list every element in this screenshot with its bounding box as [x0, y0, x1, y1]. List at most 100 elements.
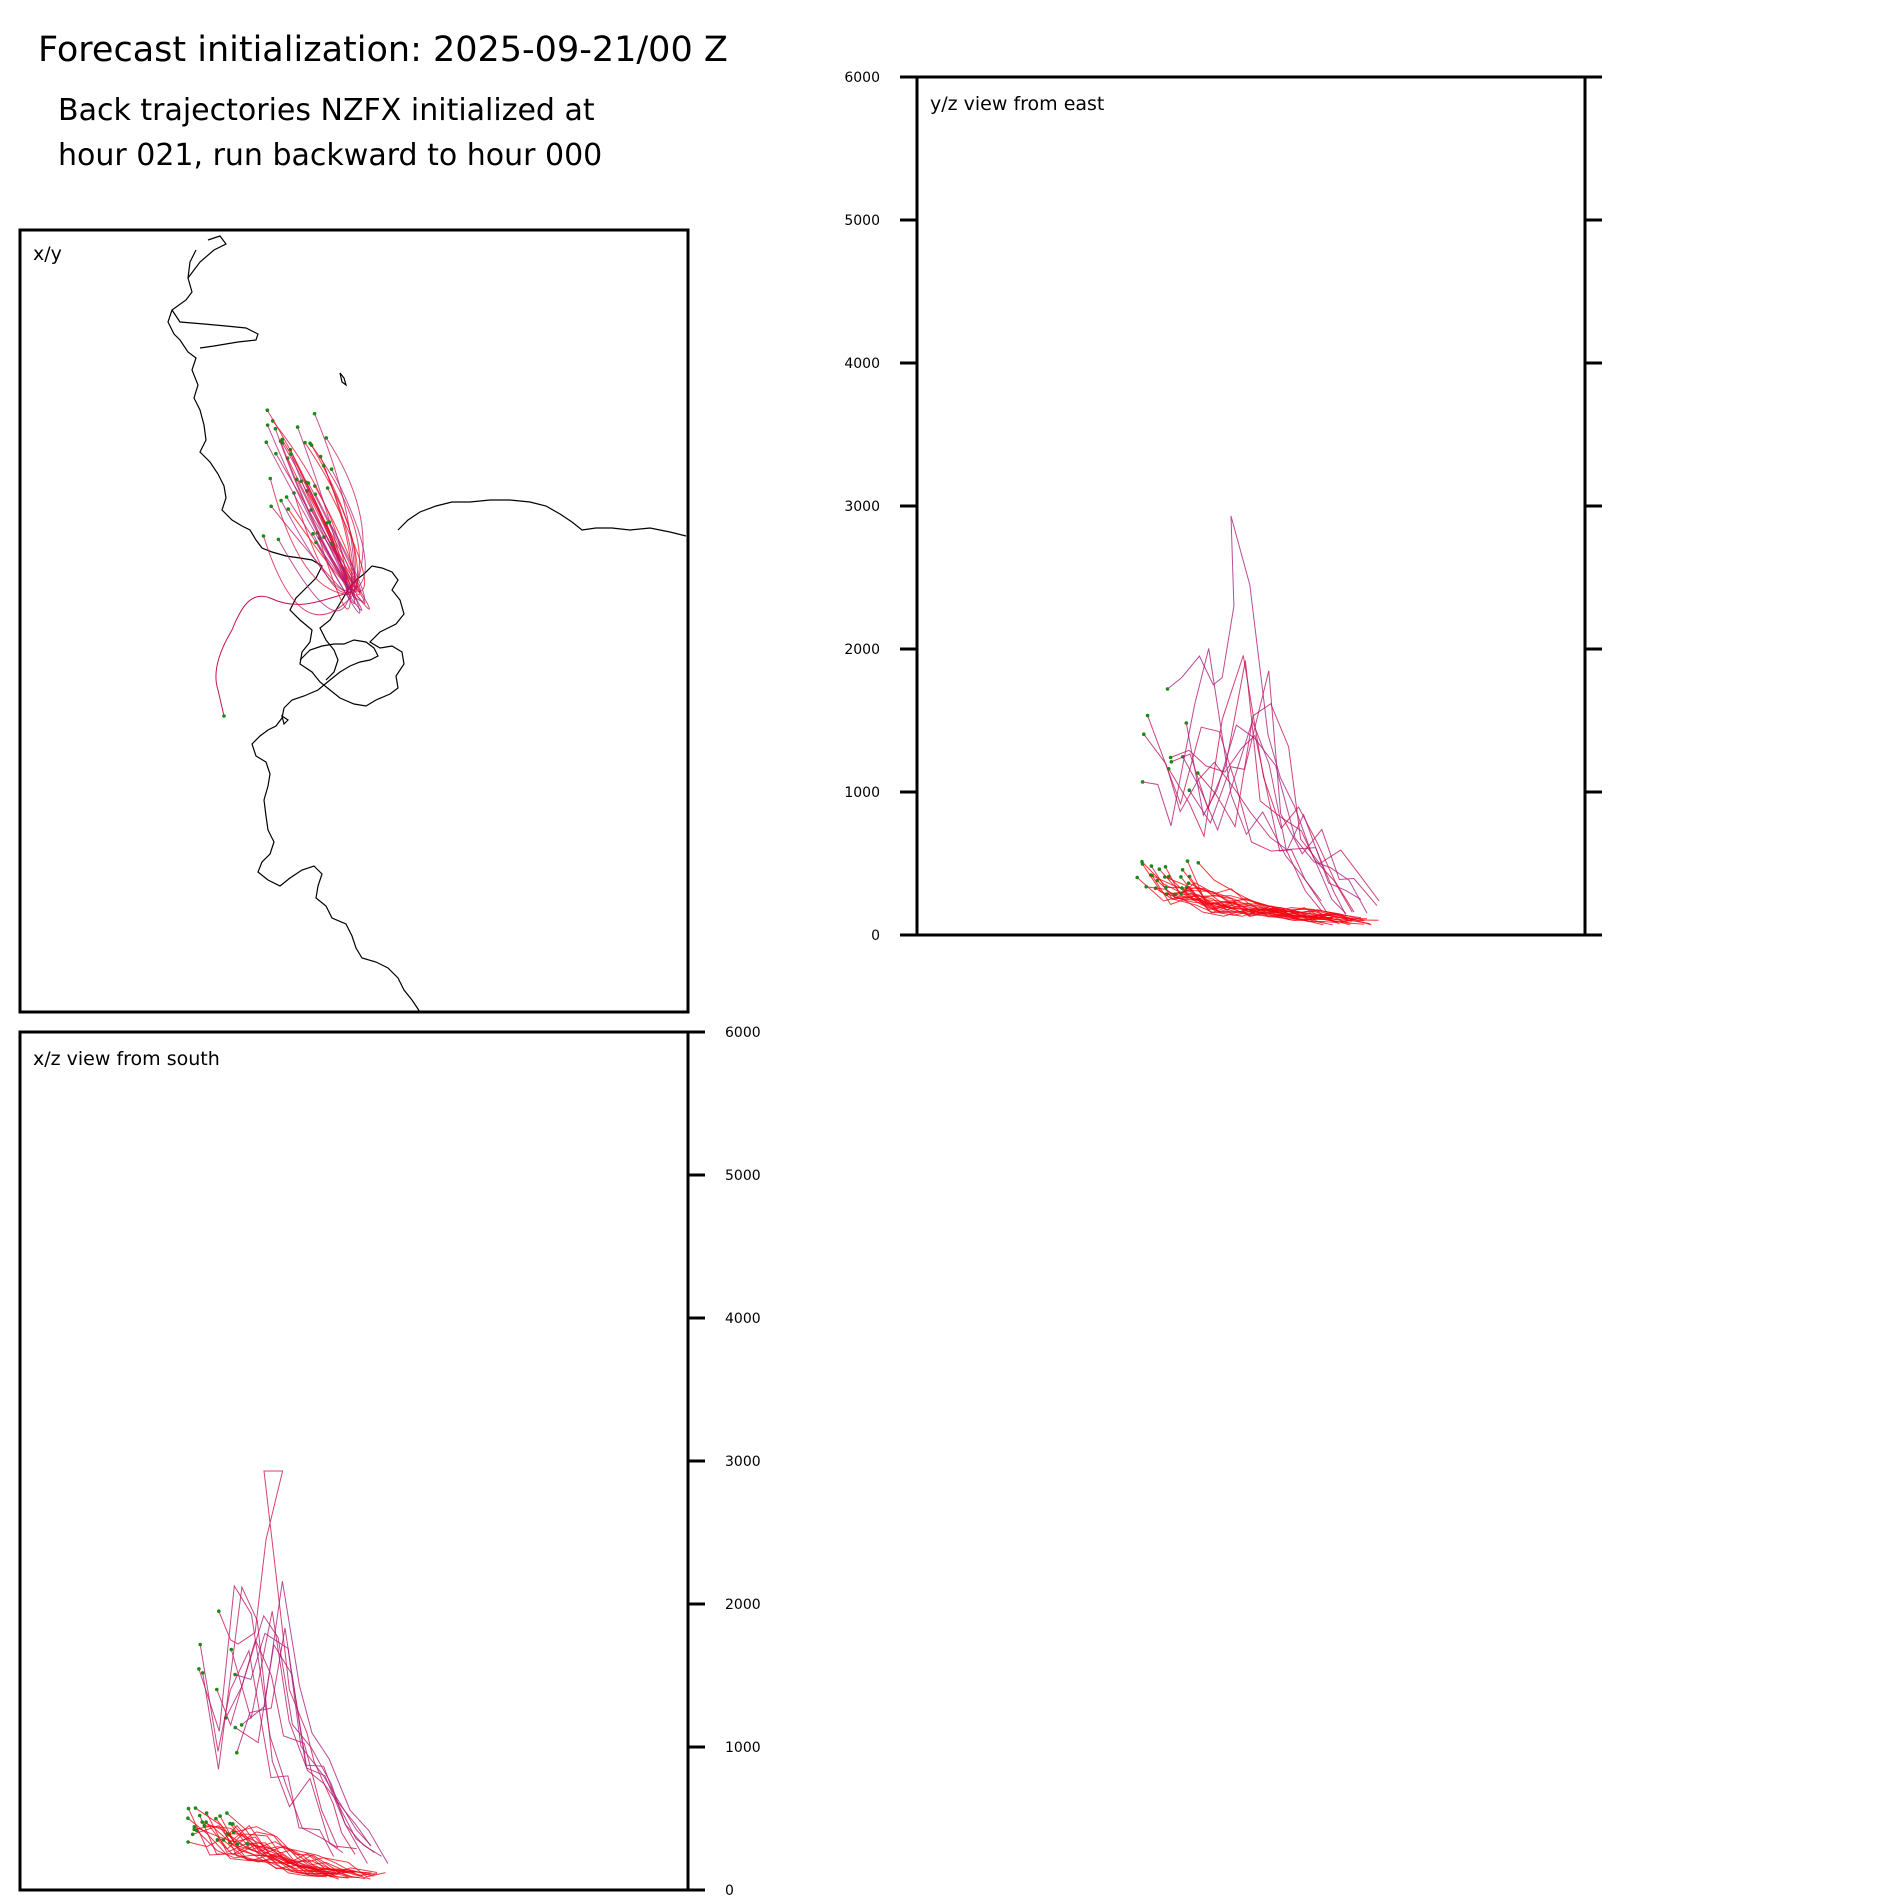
xy-endpoint [295, 425, 300, 429]
profile-endpoint [1168, 755, 1173, 760]
profile-endpoint [229, 1647, 234, 1652]
xz-panel-label: x/z view from south [33, 1048, 220, 1070]
profile-endpoint [1140, 862, 1145, 866]
y-tick-label: 1000 [725, 1740, 761, 1756]
xy-trajectory [265, 441, 352, 592]
profile-endpoint [245, 1841, 249, 1846]
y-tick-label: 0 [871, 928, 880, 944]
coastline-east [397, 499, 687, 537]
xy-endpoint [327, 520, 332, 524]
profile-endpoint [197, 1667, 201, 1671]
yz-trajectories [1135, 515, 1380, 926]
profile-trajectory [218, 1470, 356, 1855]
profile-trajectory [1168, 655, 1355, 913]
xy-endpoint [279, 498, 283, 503]
profile-trajectory [1167, 515, 1347, 914]
y-tick-label: 6000 [725, 1025, 761, 1041]
profile-endpoint [186, 1840, 190, 1844]
profile-endpoint [1169, 760, 1174, 764]
xy-frame [18, 228, 690, 1014]
profile-endpoint [200, 1820, 204, 1824]
y-tick-label: 0 [725, 1883, 734, 1899]
y-tick-label: 2000 [844, 642, 880, 658]
profile-trajectory [232, 1823, 378, 1876]
profile-endpoint [192, 1827, 196, 1832]
profile-endpoint [215, 1687, 219, 1692]
xy-endpoint [321, 463, 326, 468]
xy-endpoint [268, 476, 273, 481]
xy-endpoint [286, 507, 290, 511]
profile-endpoint [218, 1814, 222, 1818]
profile-endpoint [239, 1723, 244, 1727]
subtitle-line-1: Back trajectories NZFX initialized at [58, 93, 595, 128]
y-tick-label: 4000 [844, 356, 880, 372]
profile-trajectory [188, 1808, 334, 1875]
profile-trajectory [233, 1826, 378, 1875]
profile-endpoint [190, 1832, 195, 1837]
profile-trajectory [1182, 719, 1362, 900]
xy-endpoint [273, 426, 278, 431]
profile-trajectory [216, 1638, 357, 1850]
xy-endpoint [284, 495, 289, 499]
profile-trajectory [1142, 648, 1322, 902]
profile-trajectory [202, 1585, 344, 1854]
profile-endpoint [192, 1825, 197, 1829]
xy-trajectory [307, 482, 354, 591]
profile-endpoint [186, 1806, 191, 1811]
profile-endpoint [217, 1609, 221, 1613]
profile-endpoint [1155, 878, 1160, 883]
profile-trajectory [1141, 861, 1324, 926]
profile-trajectory [1147, 715, 1328, 914]
xy-endpoint [324, 436, 329, 440]
xz-trajectories [186, 1470, 389, 1880]
yz-y-axis: 0 1000 2000 3000 4000 5000 6000 [844, 70, 1602, 944]
profile-trajectory [247, 1842, 386, 1878]
profile-endpoint [200, 1671, 205, 1675]
profile-trajectory [1188, 670, 1378, 906]
xy-endpoint [264, 440, 269, 445]
profile-endpoint [1165, 687, 1170, 691]
profile-endpoint [1180, 868, 1185, 872]
coastline [167, 249, 405, 707]
xy-trajectory [314, 493, 362, 593]
xy-trajectory [296, 479, 351, 592]
profile-trajectory [198, 1584, 339, 1849]
profile-endpoint [214, 1816, 218, 1821]
xy-endpoint [312, 411, 317, 416]
profile-trajectory [196, 1830, 337, 1875]
xy-trajectory [290, 453, 358, 590]
xy-trajectory [312, 533, 361, 614]
xy-endpoint [280, 441, 285, 445]
profile-endpoint [235, 1842, 240, 1846]
y-tick-label: 2000 [725, 1597, 761, 1613]
profile-endpoint [1180, 886, 1184, 890]
islet-2 [281, 714, 289, 726]
profile-endpoint [1163, 865, 1168, 869]
profile-endpoint [1144, 884, 1148, 889]
profile-endpoint [235, 1750, 239, 1755]
profile-endpoint [198, 1642, 202, 1647]
profile-trajectory [241, 1581, 389, 1864]
xy-trajectory [314, 413, 356, 592]
figure-title: Forecast initialization: 2025-09-21/00 Z [38, 30, 728, 70]
coastline-south [251, 639, 421, 1013]
profile-trajectory [1180, 876, 1366, 921]
xy-trajectory [263, 535, 354, 616]
xy-trajectory [286, 496, 357, 593]
profile-trajectory [1142, 863, 1319, 919]
xy-endpoint [274, 451, 278, 456]
y-tick-label: 3000 [725, 1454, 761, 1470]
xy-endpoint [261, 534, 266, 538]
profile-endpoint [202, 1823, 207, 1828]
xy-endpoint [329, 467, 334, 471]
xz-frame [18, 1030, 690, 1892]
profile-endpoint [1187, 788, 1192, 792]
profile-endpoint [233, 1672, 237, 1677]
profile-endpoint [1149, 864, 1154, 868]
profile-trajectory [230, 1611, 372, 1847]
xy-trajectory [287, 508, 356, 591]
profile-trajectory [194, 1825, 332, 1878]
profile-endpoint [1186, 881, 1191, 885]
xy-endpoint [294, 477, 299, 482]
profile-endpoint [1157, 867, 1162, 871]
